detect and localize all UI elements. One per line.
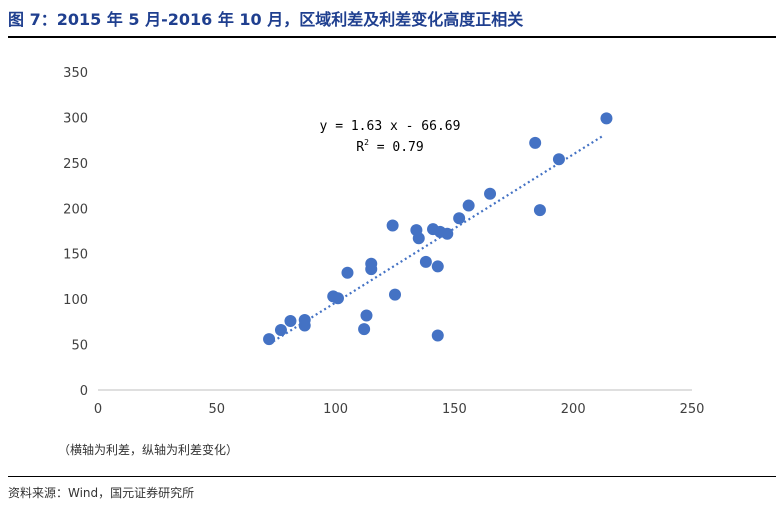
data-point [462, 199, 475, 212]
data-point [552, 153, 565, 166]
data-point [365, 257, 378, 270]
r-squared-r: R [356, 140, 364, 155]
data-point [431, 260, 444, 273]
data-point [284, 314, 297, 327]
x-tick-label: 150 [442, 402, 467, 417]
data-point [341, 266, 354, 279]
data-point [298, 314, 311, 327]
data-point [431, 329, 444, 342]
scatter-chart: 0 50 100 150 200 250 300 350 0 50 100 150 200 250 y … [63, 66, 705, 417]
trendline-equation: y = 1.63 x - 66.69 [320, 119, 461, 134]
r-squared-label: R2 = 0.79 [356, 138, 423, 155]
trendline [268, 134, 605, 345]
data-point [389, 288, 401, 301]
r-squared-value: = 0.79 [369, 140, 424, 155]
data-point [441, 227, 454, 240]
x-tick-label: 100 [323, 402, 348, 417]
data-point [360, 309, 373, 322]
r-squared-exponent: 2 [364, 138, 369, 147]
y-tick-label: 300 [63, 111, 88, 126]
data-point [274, 324, 287, 337]
x-tick-label: 200 [561, 402, 586, 417]
y-tick-label: 250 [63, 157, 88, 172]
x-tick-label: 0 [94, 402, 102, 417]
y-tick-label: 200 [63, 202, 88, 217]
x-tick-label: 250 [680, 402, 705, 417]
y-tick-label: 150 [63, 248, 88, 263]
y-tick-label: 100 [63, 293, 88, 308]
data-point [600, 112, 613, 125]
data-point [453, 212, 466, 225]
data-point [263, 333, 276, 346]
data-point [529, 136, 542, 149]
data-points [263, 112, 613, 346]
data-point [412, 232, 425, 245]
x-axis-ticks: 0 50 100 150 200 250 [94, 402, 705, 417]
y-tick-label: 350 [63, 66, 88, 81]
axis-note: （横轴为利差，纵轴为利差变化） [58, 443, 239, 457]
data-point [419, 255, 432, 268]
y-axis-ticks: 0 50 100 150 200 250 300 350 [63, 66, 88, 399]
data-point [533, 204, 546, 217]
chart-title: 图 7：2015 年 5 月-2016 年 10 月，区域利差及利差变化高度正相… [8, 10, 524, 29]
y-tick-label: 50 [71, 339, 88, 354]
data-point [358, 323, 371, 336]
source-note: 资料来源：Wind，国元证券研究所 [8, 486, 195, 500]
data-point [331, 292, 344, 305]
footer-divider [8, 476, 776, 477]
title-divider [8, 36, 776, 38]
x-tick-label: 50 [209, 402, 226, 417]
data-point [484, 187, 497, 200]
y-tick-label: 0 [80, 384, 88, 399]
data-point [386, 219, 399, 232]
